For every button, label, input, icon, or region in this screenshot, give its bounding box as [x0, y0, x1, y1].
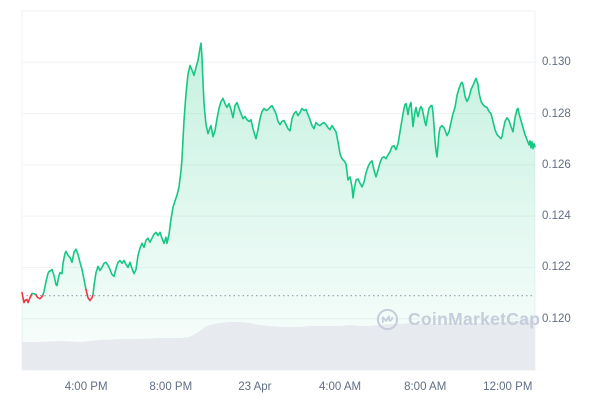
price-line-down [35, 293, 44, 300]
price-series [21, 42, 536, 370]
watermark: CoinMarketCap [376, 308, 540, 331]
y-axis-label: 0.126 [542, 158, 571, 171]
price-line-up [42, 248, 87, 296]
x-axis-label: 4:00 AM [318, 381, 362, 393]
price-line-down [85, 288, 94, 302]
price-line-down [21, 291, 33, 304]
price-line-up [92, 42, 536, 296]
y-axis-label: 0.122 [542, 261, 571, 274]
x-axis-label: 8:00 AM [404, 381, 447, 393]
watermark-text: CoinMarketCap [408, 309, 541, 329]
y-axis-label: 0.130 [542, 56, 571, 69]
volume-area [22, 320, 535, 370]
price-area [22, 43, 535, 370]
y-axis-label: 0.120 [542, 312, 571, 325]
x-axis-label: 12:00 PM [483, 381, 533, 393]
x-axis-label: 8:00 PM [149, 381, 193, 393]
x-axis-label: 23 Apr [238, 381, 272, 393]
y-axis-label: 0.124 [542, 210, 571, 223]
x-axis-label: 4:00 PM [64, 381, 108, 393]
coinmarketcap-logo-icon [376, 308, 399, 331]
y-axis-label: 0.128 [542, 107, 571, 120]
